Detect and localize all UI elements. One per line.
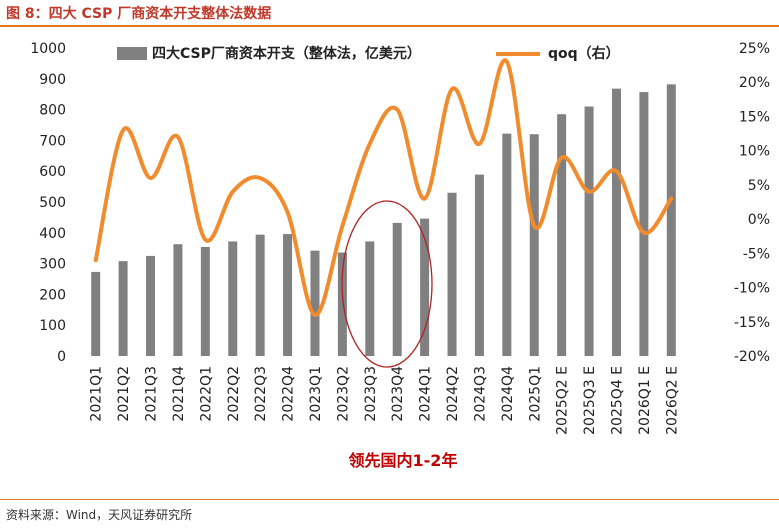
capex-bar [557, 114, 567, 356]
left-tick-label: 800 [39, 103, 66, 119]
left-tick-label: 500 [39, 195, 66, 211]
x-tick-label: 2021Q3 [144, 366, 160, 422]
x-tick-label: 2024Q3 [472, 366, 488, 422]
left-tick-label: 300 [39, 257, 66, 273]
legend-bar-swatch [117, 47, 147, 60]
highlight-ellipse [341, 200, 433, 368]
right-tick-label: -20% [734, 349, 770, 365]
source-rule [0, 499, 779, 500]
capex-bars [91, 84, 676, 357]
capex-bar [611, 88, 621, 356]
right-tick-label: 25% [739, 41, 770, 57]
left-axis: 0 100 200 300 400 500 600 700 800 900 1000 [30, 41, 66, 365]
x-tick-label: 2023Q2 [335, 366, 351, 422]
capex-bar [118, 261, 128, 356]
right-tick-label: 20% [739, 75, 770, 91]
x-tick-label: 2026Q2 E [664, 366, 680, 435]
left-tick-label: 900 [39, 72, 66, 88]
right-axis: -20% -15% -10% -5% 0% 5% 10% 15% 20% 25% [734, 41, 770, 365]
annotation-label: 领先国内1-2年 [349, 451, 458, 470]
x-tick-label: 2022Q3 [253, 366, 269, 422]
capex-bar [584, 106, 594, 357]
capex-bar [420, 218, 430, 356]
capex-bar [146, 255, 156, 356]
left-tick-label: 400 [39, 226, 66, 242]
capex-bar [200, 246, 210, 356]
left-tick-label: 100 [39, 318, 66, 334]
capex-bar [255, 234, 265, 356]
capex-bar [173, 244, 183, 356]
chart-legend: 四大CSP厂商资本开支（整体法，亿美元） qoq（右） [117, 45, 620, 62]
capex-bar [228, 241, 238, 356]
title-rule [0, 25, 779, 27]
x-tick-label: 2025Q2 E [555, 366, 571, 435]
capex-bar [337, 252, 347, 356]
capex-bar [91, 271, 101, 356]
x-tick-label: 2022Q4 [281, 366, 297, 422]
x-tick-label: 2026Q1 E [637, 366, 653, 435]
legend-line-label: qoq（右） [548, 45, 620, 62]
right-tick-label: 0% [748, 212, 770, 228]
right-tick-label: -15% [734, 315, 770, 331]
legend-bar-label: 四大CSP厂商资本开支（整体法，亿美元） [152, 45, 421, 62]
right-tick-label: 15% [739, 109, 770, 125]
x-tick-label: 2023Q3 [363, 366, 379, 422]
capex-bar [392, 222, 402, 356]
x-tick-label: 2021Q2 [116, 366, 132, 422]
x-axis: 2021Q1 2021Q2 2021Q3 2021Q4 2022Q1 2022Q2 2022… [89, 366, 681, 435]
capex-bar [474, 174, 484, 356]
x-tick-label: 2021Q1 [89, 366, 105, 422]
left-tick-label: 0 [57, 349, 66, 365]
right-tick-label: -10% [734, 281, 770, 297]
x-tick-label: 2025Q1 [527, 366, 543, 422]
figure-title: 图 8：四大 CSP 厂商资本开支整体法数据 [6, 6, 272, 22]
x-tick-label: 2022Q2 [226, 366, 242, 422]
capex-bar [529, 134, 539, 356]
x-tick-label: 2024Q2 [445, 366, 461, 422]
x-tick-label: 2023Q1 [308, 366, 324, 422]
left-tick-label: 1000 [30, 41, 66, 57]
capex-bar [447, 192, 457, 356]
x-tick-label: 2024Q4 [500, 366, 516, 422]
capex-bar [283, 234, 293, 356]
x-tick-label: 2021Q4 [171, 366, 187, 422]
x-tick-label: 2024Q1 [418, 366, 434, 422]
qoq-line-layer [93, 58, 674, 317]
capex-bar [502, 133, 512, 356]
capex-bar [639, 92, 649, 356]
right-tick-label: 10% [739, 144, 770, 160]
source-note: 资料来源：Wind，天风证券研究所 [6, 508, 193, 522]
x-tick-label: 2022Q1 [198, 366, 214, 422]
x-tick-label: 2023Q4 [390, 366, 406, 422]
left-tick-label: 700 [39, 133, 66, 149]
capex-bar [365, 241, 375, 356]
left-tick-label: 200 [39, 287, 66, 303]
left-tick-label: 600 [39, 164, 66, 180]
right-tick-label: 5% [748, 178, 770, 194]
right-tick-label: -5% [743, 246, 770, 262]
x-tick-label: 2025Q4 E [609, 366, 625, 435]
capex-bar [310, 250, 320, 356]
x-tick-label: 2025Q3 E [582, 366, 598, 435]
capex-bar [666, 84, 676, 357]
